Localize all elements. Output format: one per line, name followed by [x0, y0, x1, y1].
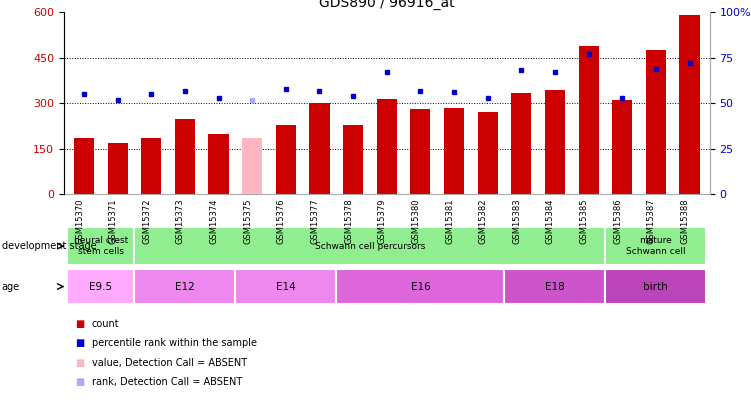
Text: GSM15383: GSM15383 — [512, 198, 521, 244]
Bar — [242, 138, 262, 194]
Text: development stage: development stage — [2, 241, 96, 251]
Text: ■: ■ — [75, 358, 84, 368]
Bar — [276, 125, 296, 194]
Text: GSM15378: GSM15378 — [344, 198, 353, 244]
Bar — [410, 109, 430, 194]
Text: count: count — [92, 319, 119, 329]
Bar — [67, 269, 134, 304]
Text: GSM15372: GSM15372 — [142, 198, 151, 244]
Bar — [235, 269, 336, 304]
Text: GSM15387: GSM15387 — [647, 198, 656, 244]
Text: GSM15382: GSM15382 — [478, 198, 487, 244]
Text: GSM15385: GSM15385 — [580, 198, 589, 244]
Text: GSM15384: GSM15384 — [546, 198, 555, 244]
Title: GDS890 / 96916_at: GDS890 / 96916_at — [319, 0, 454, 10]
Text: GSM15377: GSM15377 — [310, 198, 319, 244]
Bar — [141, 138, 161, 194]
Bar — [175, 119, 195, 194]
Bar — [612, 100, 632, 194]
Text: GSM15371: GSM15371 — [109, 198, 118, 244]
Text: ■: ■ — [75, 377, 84, 387]
Text: GSM15375: GSM15375 — [243, 198, 252, 244]
Bar — [309, 103, 330, 194]
Text: E16: E16 — [411, 281, 430, 292]
Text: GSM15386: GSM15386 — [614, 198, 623, 244]
Text: GSM15388: GSM15388 — [680, 198, 689, 244]
Bar — [680, 15, 700, 194]
Text: GSM15379: GSM15379 — [378, 198, 387, 244]
Text: mature
Schwann cell: mature Schwann cell — [626, 237, 686, 256]
Text: GSM15376: GSM15376 — [277, 198, 286, 244]
Bar — [578, 46, 599, 194]
Bar — [134, 269, 235, 304]
Bar — [545, 90, 565, 194]
Text: birth: birth — [644, 281, 668, 292]
Text: Schwann cell percursors: Schwann cell percursors — [315, 241, 425, 251]
Bar — [209, 134, 228, 194]
Text: GSM15374: GSM15374 — [210, 198, 219, 244]
Text: GSM15370: GSM15370 — [75, 198, 84, 244]
Text: E9.5: E9.5 — [89, 281, 113, 292]
Bar — [646, 50, 666, 194]
Text: E18: E18 — [545, 281, 565, 292]
Bar — [511, 93, 532, 194]
Text: value, Detection Call = ABSENT: value, Detection Call = ABSENT — [92, 358, 247, 368]
Text: rank, Detection Call = ABSENT: rank, Detection Call = ABSENT — [92, 377, 242, 387]
Bar — [74, 138, 94, 194]
Text: GSM15373: GSM15373 — [176, 198, 185, 244]
Text: GSM15380: GSM15380 — [412, 198, 421, 244]
Bar — [478, 113, 498, 194]
Bar — [505, 269, 605, 304]
Bar — [107, 143, 128, 194]
Bar — [336, 269, 505, 304]
Bar — [343, 125, 363, 194]
Text: E14: E14 — [276, 281, 296, 292]
Bar — [134, 227, 605, 265]
Bar — [605, 227, 707, 265]
Bar — [377, 99, 397, 194]
Text: GSM15381: GSM15381 — [445, 198, 454, 244]
Text: ■: ■ — [75, 339, 84, 348]
Bar — [605, 269, 707, 304]
Text: percentile rank within the sample: percentile rank within the sample — [92, 339, 257, 348]
Text: age: age — [2, 281, 20, 292]
Text: ■: ■ — [75, 319, 84, 329]
Text: neural crest
stem cells: neural crest stem cells — [74, 237, 128, 256]
Text: E12: E12 — [175, 281, 195, 292]
Bar — [444, 108, 464, 194]
Bar — [67, 227, 134, 265]
